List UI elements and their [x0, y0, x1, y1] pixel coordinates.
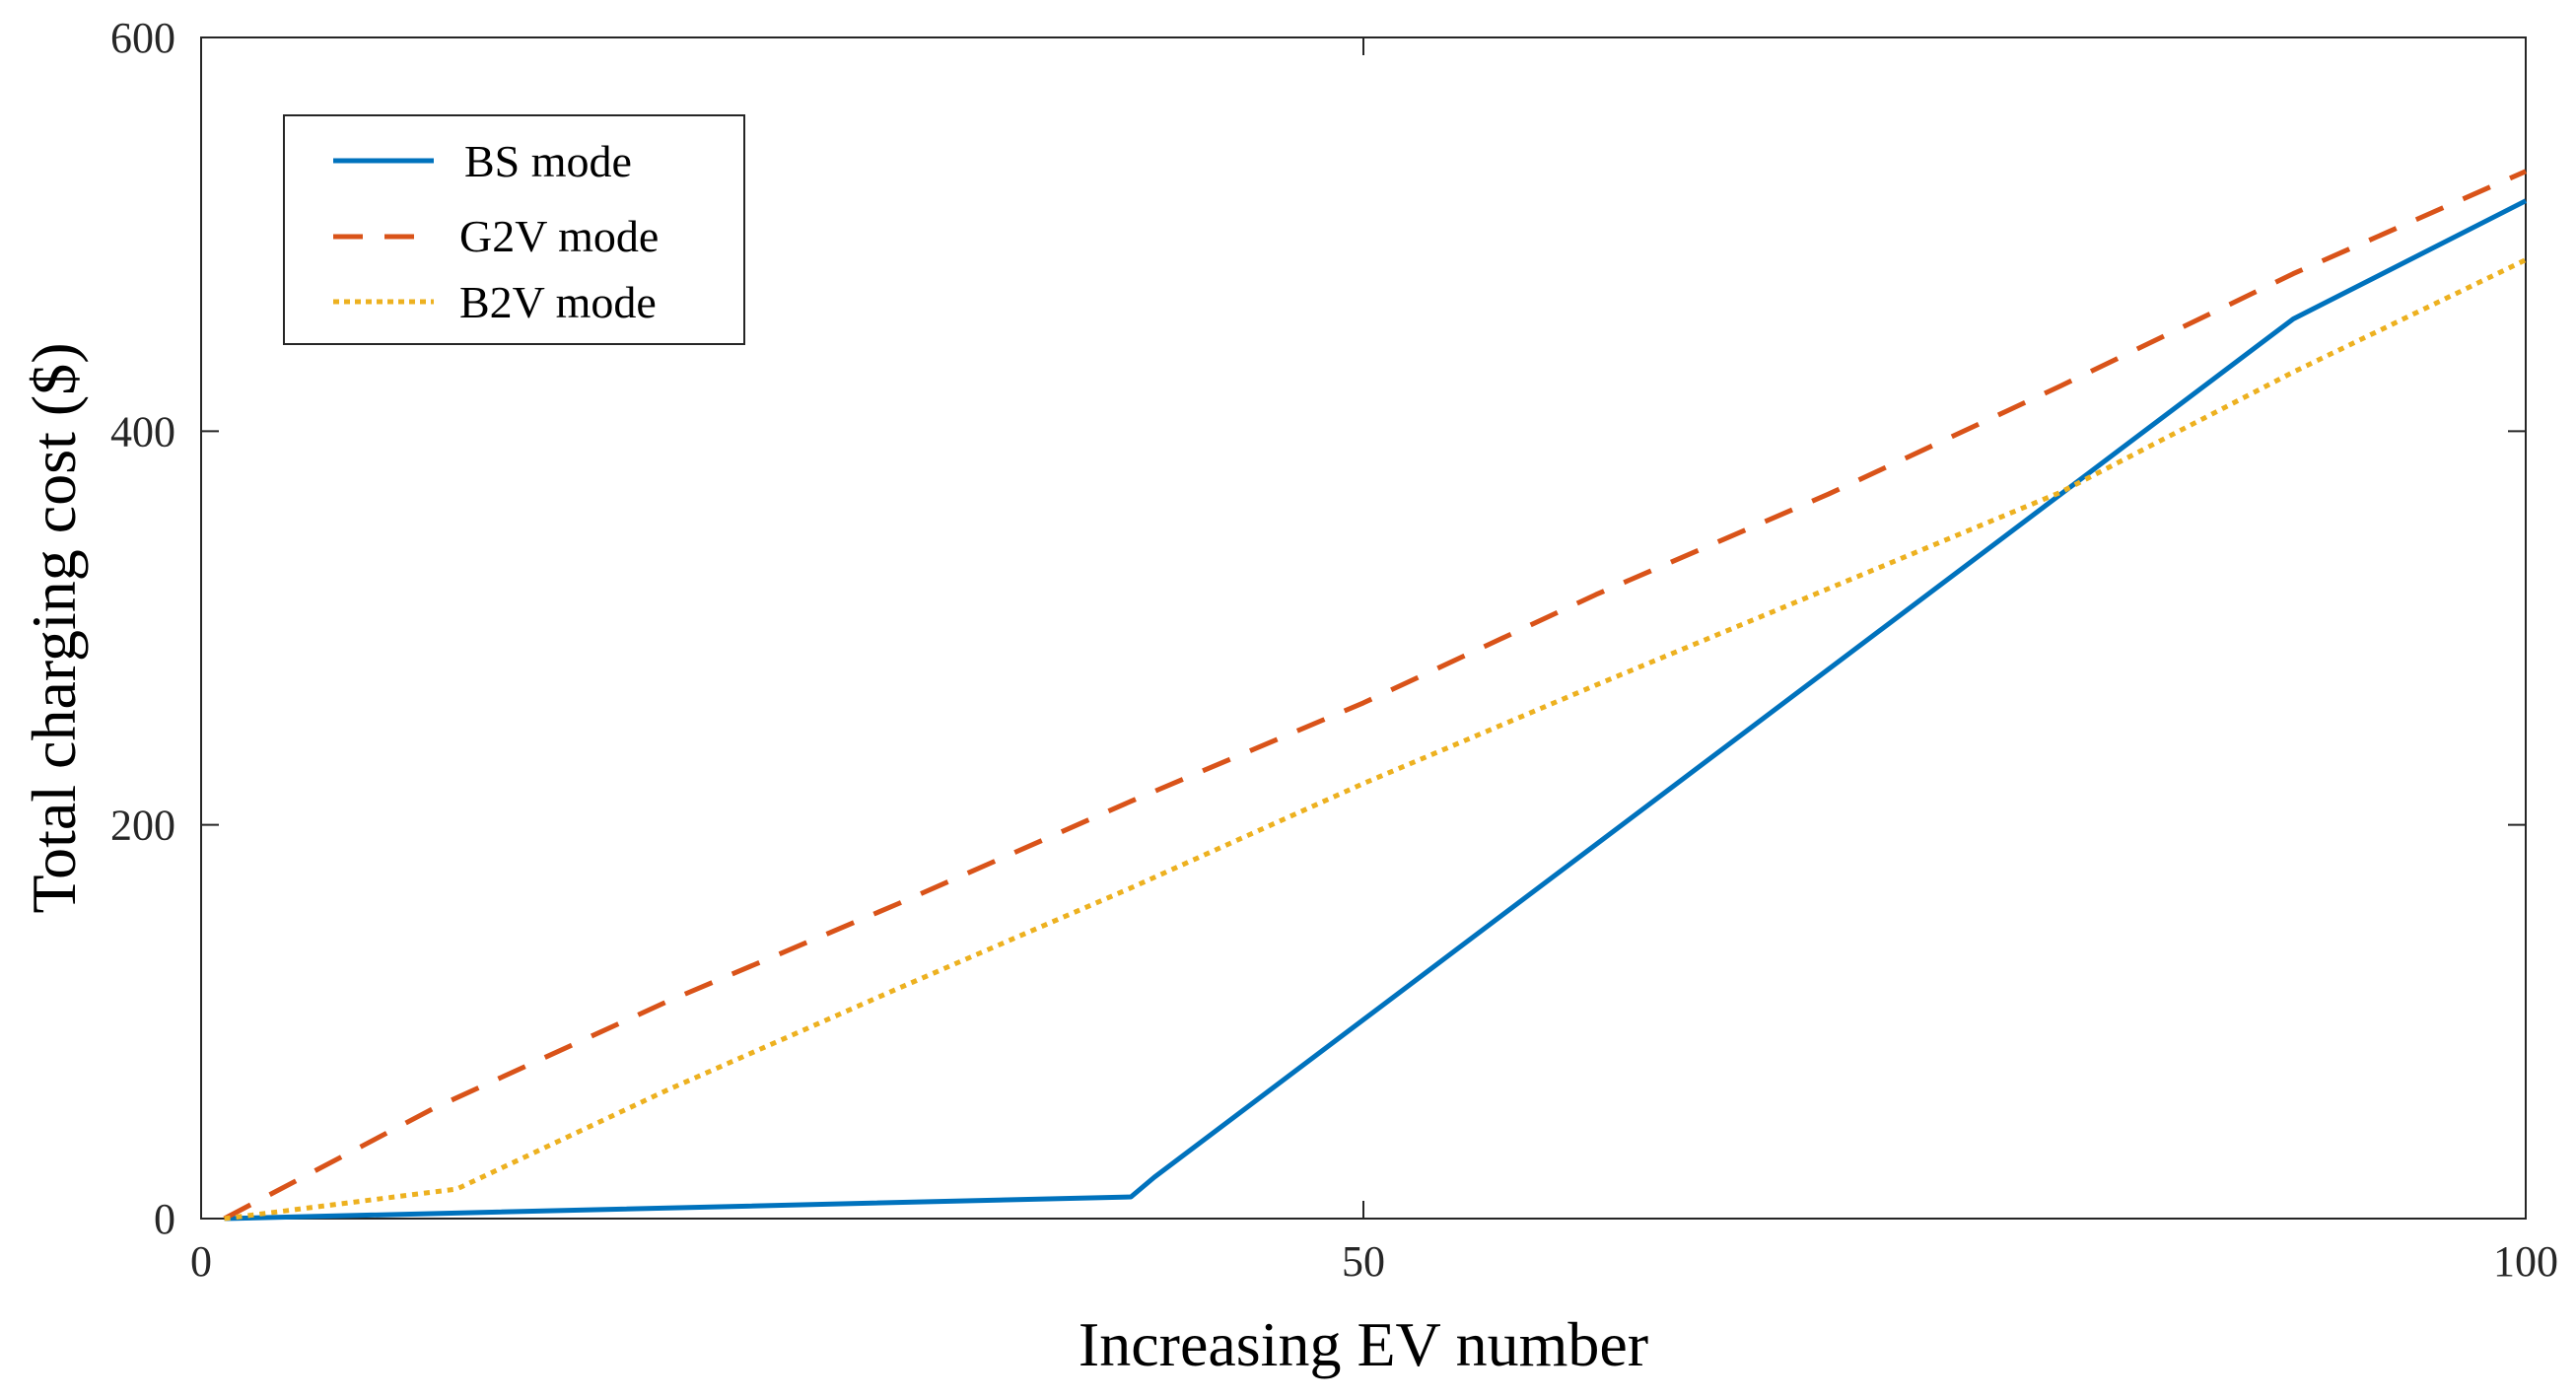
series-line-b2v-mode — [224, 257, 2528, 1222]
series-lines — [223, 169, 2528, 1222]
legend-label-b2v-mode: B2V mode — [459, 277, 657, 327]
legend-label-g2v-mode: G2V mode — [459, 211, 659, 261]
x-tick-label: 50 — [1342, 1237, 1385, 1286]
y-tick-label: 200 — [110, 802, 175, 850]
y-axis-title: Total charging cost ($) — [19, 342, 89, 913]
x-axis-title: Increasing EV number — [1079, 1309, 1648, 1379]
x-tick-label: 0 — [190, 1237, 212, 1286]
x-tick-label: 100 — [2493, 1237, 2558, 1286]
series-line-g2v-mode — [223, 169, 2528, 1222]
y-tick-label: 0 — [154, 1195, 175, 1243]
series-line-bs-mode — [224, 198, 2528, 1222]
axis-ticks: 0 50 100 0 200 400 600 — [110, 14, 2558, 1286]
y-tick-label: 400 — [110, 407, 175, 455]
legend-label-bs-mode: BS mode — [464, 136, 632, 186]
y-tick-label: 600 — [110, 14, 175, 62]
legend: BS mode G2V mode B2V mode — [283, 114, 745, 345]
legend-box — [283, 114, 745, 345]
